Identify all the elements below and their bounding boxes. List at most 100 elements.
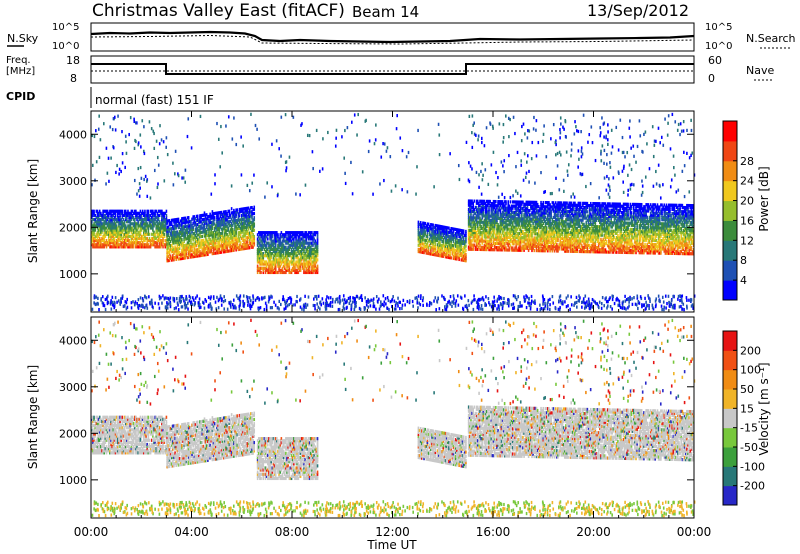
echo-cell <box>146 224 149 228</box>
echo-cell <box>244 230 246 234</box>
echo-cell <box>253 237 256 241</box>
echo-cell <box>154 218 156 222</box>
echo-cell <box>92 236 94 241</box>
echo-cell <box>166 255 168 259</box>
echo-cell <box>157 215 160 220</box>
echo-cell <box>246 225 249 229</box>
echo-cell <box>94 213 96 218</box>
echo-cell <box>150 238 153 243</box>
echo-cell <box>122 243 125 247</box>
echo-cell <box>104 243 107 247</box>
echo-cell <box>146 222 149 226</box>
echo-cell <box>262 262 265 266</box>
echo-cell <box>159 234 162 238</box>
echo-cell <box>230 225 233 230</box>
echo-cell <box>209 248 211 252</box>
echo-cell <box>121 238 124 243</box>
echo-cell <box>95 209 98 213</box>
echo-cell <box>270 268 272 272</box>
echo-cell <box>217 234 219 238</box>
echo-cell <box>218 242 220 246</box>
echo-cell <box>164 228 167 232</box>
echo-cell <box>210 220 213 225</box>
echo-cell <box>253 205 256 209</box>
echo-cell <box>199 241 201 245</box>
echo-cell <box>238 233 241 237</box>
date-title: 13/Sep/2012 <box>587 1 689 20</box>
echo-cell <box>139 241 142 245</box>
echo-cell <box>156 232 159 236</box>
echo-cell <box>110 211 112 215</box>
echo-cell <box>136 243 138 247</box>
echo-cell <box>124 228 127 232</box>
echo-cell <box>265 245 268 249</box>
echo-cell <box>246 231 249 236</box>
echo-cell <box>256 249 259 254</box>
echo-cell <box>257 254 260 258</box>
echo-cell <box>198 241 200 245</box>
echo-cell <box>174 255 176 260</box>
echo-cell <box>167 225 170 229</box>
echo-cell <box>100 238 102 243</box>
echo-cell <box>161 211 163 215</box>
echo-cell <box>163 234 165 238</box>
echo-cell <box>212 216 215 220</box>
echo-cell <box>114 241 117 245</box>
echo-cell <box>250 243 252 248</box>
echo-cell <box>465 229 467 234</box>
echo-cell <box>195 225 198 229</box>
echo-cell <box>159 243 162 247</box>
echo-cell <box>124 230 127 234</box>
echo-cell <box>252 239 254 243</box>
echo-cell <box>190 249 192 253</box>
echo-cell <box>204 236 207 240</box>
echo-cell <box>196 252 199 256</box>
echo-cell <box>107 224 110 228</box>
echo-cell <box>235 221 237 225</box>
echo-cell <box>159 241 162 245</box>
echo-cell <box>192 221 194 225</box>
echo-cell <box>158 238 161 243</box>
echo-cell <box>107 230 110 234</box>
echo-cell <box>274 256 277 260</box>
echo-cell <box>212 222 215 226</box>
echo-cell <box>143 236 145 241</box>
echo-cell <box>234 225 236 229</box>
echo-cell <box>175 255 178 259</box>
echo-cell <box>167 240 170 244</box>
echo-cell <box>450 256 453 260</box>
echo-cell <box>199 226 201 230</box>
echo-cell <box>167 242 170 246</box>
echo-cell <box>106 218 109 222</box>
echo-cell <box>115 232 118 236</box>
echo-cell <box>152 236 154 241</box>
echo-cell <box>183 220 185 225</box>
echo-cell <box>140 213 143 218</box>
echo-cell <box>264 270 267 275</box>
echo-cell <box>170 237 173 241</box>
echo-cell <box>272 241 275 245</box>
echo-cell <box>159 222 162 226</box>
echo-cell <box>183 239 185 243</box>
echo-cell <box>139 215 142 220</box>
nsky-line <box>90 30 695 44</box>
echo-cell <box>121 222 124 226</box>
echo-cell <box>238 237 241 241</box>
echo-cell <box>103 245 106 249</box>
echo-cell <box>209 227 211 231</box>
echo-cell <box>182 242 184 246</box>
echo-cell <box>157 226 160 230</box>
echo-cell <box>278 254 280 258</box>
echo-cell <box>176 255 179 259</box>
echo-cell <box>271 233 274 237</box>
echo-cell <box>176 245 179 249</box>
echo-cell <box>183 227 185 231</box>
echo-cell <box>259 241 261 245</box>
echo-cell <box>167 259 170 263</box>
echo-cell <box>136 232 138 236</box>
echo-cell <box>106 209 109 213</box>
echo-cell <box>235 214 237 218</box>
echo-cell <box>138 211 141 215</box>
echo-cell <box>162 241 164 245</box>
echo-cell <box>129 224 132 228</box>
